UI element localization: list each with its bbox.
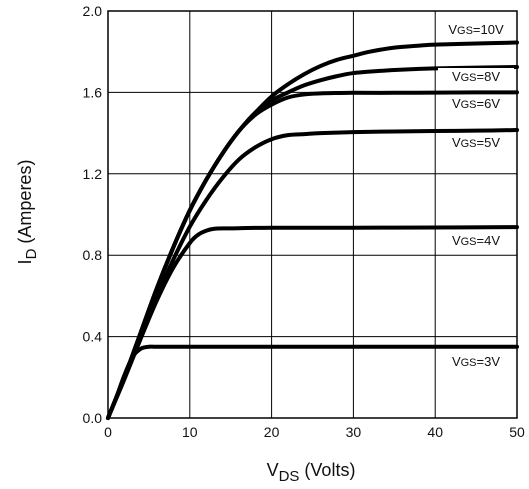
y-axis-label-main: I — [15, 259, 35, 264]
series-label-backdrop — [438, 232, 514, 250]
y-tick-label: 0.4 — [83, 329, 103, 345]
series-label-sub: GS — [461, 99, 477, 111]
series-label-backdrop — [438, 21, 514, 39]
tick-labels: 0 10 20 30 40 50 0.0 0.4 0.8 1.2 1.6 2.0 — [83, 3, 525, 440]
plot-border — [107, 10, 518, 419]
series-label-backdrop — [438, 95, 514, 113]
y-axis-label-suffix: (Amperes) — [15, 160, 35, 249]
series-line-vgs3 — [106, 344, 519, 420]
series-label-sub: GS — [461, 236, 477, 248]
series-label-prefix: V — [452, 69, 461, 84]
y-tick-label: 0.0 — [83, 410, 103, 426]
x-tick-label: 0 — [104, 424, 112, 440]
series-label-prefix: V — [448, 22, 457, 37]
series-lines — [106, 40, 519, 420]
series-label-value: =10V — [473, 22, 504, 37]
x-tick-label: 50 — [509, 424, 525, 440]
series-label: VGS=8V — [452, 69, 500, 84]
series-label-value: =8V — [477, 69, 501, 84]
series-label-value: =3V — [477, 354, 501, 369]
series-label-prefix: V — [452, 135, 461, 150]
x-axis-label-sub: DS — [279, 468, 300, 485]
series-label-prefix: V — [452, 233, 461, 248]
series-label-sub: GS — [461, 72, 477, 84]
plot-frame — [107, 10, 518, 419]
y-tick-label: 0.8 — [83, 247, 103, 263]
series-line-vgs6 — [106, 90, 519, 420]
series-label: VGS=6V — [452, 96, 500, 111]
y-tick-label: 1.2 — [83, 166, 103, 182]
series-label-backdrop — [438, 68, 514, 86]
series-label-value: =5V — [477, 135, 501, 150]
series-label-sub: GS — [457, 25, 473, 37]
series-label: VGS=10V — [448, 22, 504, 37]
series-label-backdrop — [438, 134, 514, 152]
x-tick-label: 10 — [182, 424, 198, 440]
series-label-value: =6V — [477, 96, 501, 111]
series-label-sub: GS — [461, 138, 477, 150]
series-label-sub: GS — [461, 357, 477, 369]
y-axis-label-sub: D — [23, 248, 40, 259]
series-label-prefix: V — [452, 354, 461, 369]
y-axis-label: ID (Amperes) — [15, 160, 40, 265]
series-label: VGS=4V — [452, 233, 500, 248]
x-tick-label: 30 — [346, 424, 362, 440]
y-tick-label: 2.0 — [83, 3, 103, 19]
x-axis-label: VDS (Volts) — [267, 460, 356, 485]
series-line-vgs4 — [106, 225, 519, 420]
series-label: VGS=3V — [452, 354, 500, 369]
x-tick-label: 40 — [427, 424, 443, 440]
series-label-value: =4V — [477, 233, 501, 248]
series-label-prefix: V — [452, 96, 461, 111]
series-label: VGS=5V — [452, 135, 500, 150]
x-axis-label-suffix: (Volts) — [299, 460, 355, 480]
series-label-backdrop — [438, 353, 514, 371]
y-tick-label: 1.6 — [83, 84, 103, 100]
x-axis-label-main: V — [267, 460, 279, 480]
x-tick-label: 20 — [264, 424, 280, 440]
